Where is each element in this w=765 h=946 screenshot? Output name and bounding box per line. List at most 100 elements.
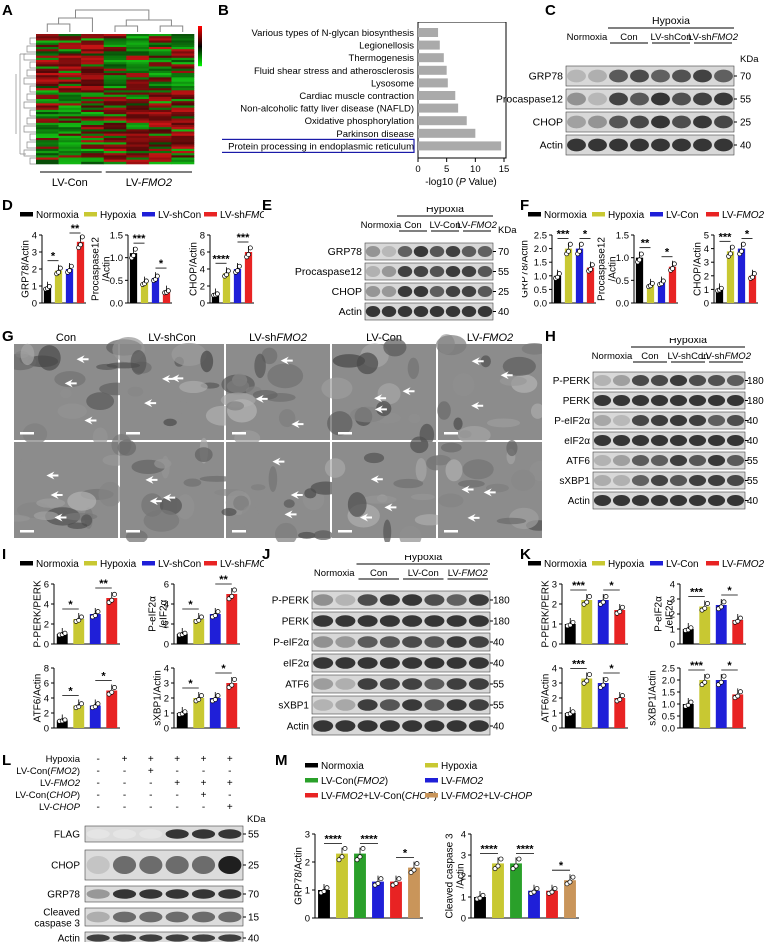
row-dendrogram — [15, 37, 36, 165]
bar — [76, 241, 85, 303]
heatmap-cell — [103, 109, 127, 113]
condition-sign: - — [175, 802, 178, 813]
pathway-label: Parkinson disease — [336, 129, 414, 140]
heatmap-cell — [58, 135, 82, 139]
bar — [56, 634, 68, 644]
color-scale-step — [198, 53, 202, 55]
blot-band — [165, 889, 189, 899]
heatmap-cell — [36, 34, 59, 37]
heatmap-cell — [81, 101, 105, 104]
blot-band — [86, 911, 110, 923]
blot-band — [313, 720, 334, 732]
heatmap-cell — [171, 81, 195, 85]
data-point — [516, 856, 522, 862]
blot-row-label-chop: CHOP — [332, 286, 362, 298]
data-point — [232, 676, 237, 682]
em-texture — [226, 379, 250, 393]
blot-band — [651, 69, 670, 83]
heatmap-cell — [171, 153, 195, 156]
color-scale-step — [198, 34, 202, 36]
heatmap-cell — [126, 109, 150, 113]
data-point — [67, 268, 72, 274]
blot-band — [612, 415, 631, 426]
group-lv-fmo2: LV-FMO2 — [448, 568, 489, 579]
em-texture — [117, 439, 137, 456]
data-point — [62, 630, 68, 636]
heatmap-cell — [103, 42, 127, 46]
condition-label-hypoxia: Hypoxia — [46, 754, 81, 765]
heatmap-cell — [126, 138, 150, 141]
bar — [318, 890, 330, 918]
color-scale-step — [198, 60, 202, 62]
group-label-lv-fmo2: LV-FMO2 — [126, 177, 172, 189]
blot-band — [707, 375, 726, 386]
legend-label-lv-shcon: LV-shCon — [158, 210, 201, 221]
color-scale-step — [198, 45, 202, 47]
heatmap-cell — [126, 34, 150, 37]
data-point — [510, 866, 516, 872]
em-texture — [506, 439, 518, 457]
blot-band — [468, 615, 489, 627]
blot-band — [218, 856, 242, 874]
blot-band — [650, 455, 669, 466]
em-texture — [407, 357, 420, 380]
y-tick-label: 8 — [200, 231, 205, 242]
blot-band — [381, 266, 397, 277]
heatmap-cell — [126, 140, 150, 143]
arrow-icon — [163, 493, 176, 502]
group-lv-shfmo2: LV-shFMO2 — [701, 351, 752, 362]
blot-band — [397, 266, 413, 277]
panel-label-f: F — [520, 197, 530, 214]
y-axis-label: GRP78/Actin — [21, 240, 32, 298]
heatmap-cell — [103, 99, 127, 102]
pathway-label: Protein processing in endoplasmic reticu… — [228, 141, 414, 152]
panel-label-g: G — [2, 328, 14, 345]
heatmap-cell — [58, 96, 82, 100]
row-dendrogram-branch — [23, 125, 36, 133]
blot-band — [357, 636, 378, 648]
blot-band — [139, 856, 163, 874]
heatmap-cell — [148, 88, 172, 91]
significance-stars: * — [68, 686, 73, 698]
legend-label-lv-shfmo2: LV-shFMO2 — [220, 559, 264, 570]
heatmap-cell — [81, 148, 105, 152]
heatmap-cell — [148, 144, 172, 147]
legend-label-hypoxia: Hypoxia — [100, 210, 137, 221]
mw-label: 55 — [747, 456, 759, 467]
em-texture — [428, 454, 451, 466]
header-normoxia: Normoxia — [592, 351, 633, 362]
bar — [597, 600, 609, 644]
y-tick-label: 2 — [305, 858, 310, 869]
data-point — [495, 863, 501, 869]
bar — [737, 248, 746, 303]
heatmap-cell — [171, 55, 195, 59]
em-texture — [363, 452, 385, 464]
em-texture — [321, 377, 353, 400]
heatmap-cell — [58, 144, 82, 147]
data-point — [588, 266, 593, 272]
heatmap-cell — [36, 161, 59, 165]
em-texture — [38, 345, 61, 371]
heatmap-cell — [81, 142, 105, 145]
heatmap-cell — [36, 127, 59, 130]
bar — [614, 610, 626, 644]
header-normoxia: Normoxia — [314, 568, 355, 579]
blot-band — [630, 92, 649, 106]
pathway-label: Cardiac muscle contraction — [299, 91, 414, 102]
arrow-icon — [149, 497, 162, 506]
em-texture — [298, 531, 316, 539]
header-hypoxia: Hypoxia — [652, 15, 690, 27]
mw-label: 15 — [248, 913, 260, 924]
blot-band — [112, 889, 137, 899]
significance-stars: * — [665, 247, 670, 259]
blot-band — [191, 911, 216, 923]
x-tick-label: 10 — [470, 164, 481, 175]
heatmap-cell — [81, 105, 105, 108]
mw-label: 40 — [493, 638, 505, 649]
blot-band — [567, 69, 586, 83]
data-point — [534, 886, 540, 891]
mw-label: 40 — [747, 496, 759, 507]
heatmap-cell — [81, 36, 105, 39]
bar — [581, 600, 593, 644]
